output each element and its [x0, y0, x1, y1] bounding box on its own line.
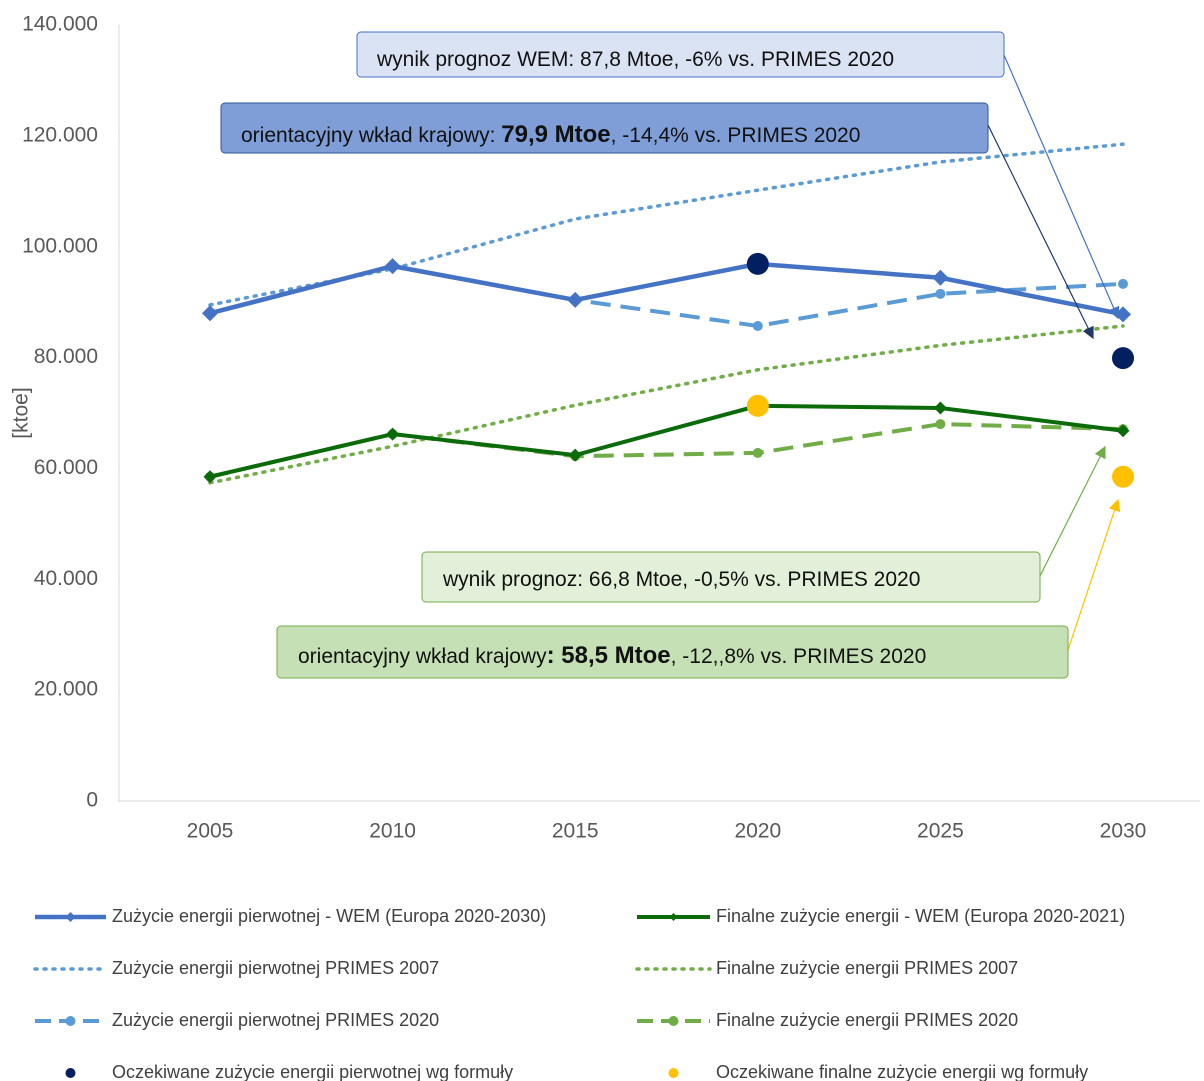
point: [1112, 465, 1134, 488]
x-tick-label: 2020: [734, 820, 781, 843]
annotation: wynik prognoz WEM: 87,8 Mtoe, -6% vs. PR…: [376, 48, 894, 71]
y-tick-label: 120.000: [22, 123, 98, 146]
point: [1115, 306, 1131, 323]
y-tick-label: 60.000: [34, 456, 98, 479]
legend-label: Oczekiwane finalne zużycie energii wg fo…: [716, 1062, 1088, 1081]
legend-marker: [668, 1068, 679, 1078]
point: [1116, 424, 1130, 438]
legend-item: Zużycie energii pierwotnej PRIMES 2007: [33, 958, 439, 978]
point: [752, 320, 763, 331]
point: [935, 419, 946, 430]
legend-label: Finalne zużycie energii - WEM (Europa 20…: [716, 906, 1125, 926]
legend-marker: [669, 913, 678, 921]
plot-area: 0 20.000 40.000 60.000 80.000 100.000 120.000 1…: [22, 13, 1200, 843]
annotation: wynik prognoz: 66,8 Mtoe, -0,5% vs. PRIM…: [442, 568, 920, 591]
point: [384, 258, 401, 275]
point: [568, 448, 582, 462]
line: [209, 264, 1124, 329]
legend-item: Finalne zużycie energii - WEM (Europa 20…: [637, 906, 1125, 926]
series: [208, 324, 1125, 485]
annotation: orientacyjny wkład krajowy: 79,9 Mtoe, -…: [241, 121, 860, 148]
arrow: [1003, 54, 1120, 320]
annotation-part: orientacyjny wkład krajowy: [298, 645, 547, 668]
annotation-box: [276, 625, 1069, 679]
point: [203, 470, 217, 484]
series: [205, 261, 1128, 331]
line: [209, 261, 1124, 317]
x-tick-label: 2005: [187, 820, 234, 843]
annotation-part: : 58,5 Mtoe: [547, 642, 671, 669]
legend-label: Finalne zużycie energii PRIMES 2007: [716, 958, 1018, 978]
legend-marker: [65, 1016, 76, 1026]
legend-label: Zużycie energii pierwotnej - WEM (Europa…: [112, 906, 546, 926]
legend-marker: [65, 1068, 76, 1078]
y-axis-label: [ktoe]: [10, 387, 33, 438]
annotation: orientacyjny wkład krajowy: 58,5 Mtoe, -…: [298, 642, 926, 669]
y-tick-label: 100.000: [22, 234, 98, 257]
annotation-box: [356, 31, 1005, 78]
point: [567, 291, 584, 308]
annotation-part: wynik prognoz WEM: 87,8 Mtoe, -6% vs. PR…: [376, 48, 894, 71]
point: [752, 447, 763, 458]
point: [1112, 347, 1134, 370]
point: [386, 427, 400, 441]
x-tick-label: 2015: [552, 820, 599, 843]
annotation-part: orientacyjny wkład krajowy:: [241, 124, 501, 147]
legend-label: Oczekiwane zużycie energii pierwotnej wg…: [112, 1062, 513, 1081]
arrow: [987, 124, 1094, 340]
point: [202, 305, 218, 322]
series: [202, 255, 1131, 323]
series: [746, 394, 1134, 488]
legend-label: Finalne zużycie energii PRIMES 2020: [716, 1010, 1018, 1030]
point: [1118, 278, 1128, 289]
line: [208, 324, 1125, 485]
point: [932, 269, 949, 286]
annotation-part: 79,9 Mtoe: [501, 121, 610, 148]
annotation-part: , -14,4% vs. PRIMES 2020: [611, 124, 861, 147]
point: [746, 252, 769, 275]
legend-item: Oczekiwane zużycie energii pierwotnej wg…: [65, 1062, 513, 1081]
x-tick-label: 2010: [369, 820, 416, 843]
line: [209, 403, 1124, 479]
legend-item: Zużycie energii pierwotnej PRIMES 2020: [35, 1010, 439, 1030]
y-tick-label: 140.000: [22, 13, 98, 36]
legend-item: Zużycie energii pierwotnej - WEM (Europa…: [35, 906, 546, 926]
annotation-box: [421, 551, 1041, 603]
annotation-box: [220, 102, 989, 154]
y-tick-label: 80.000: [34, 345, 98, 368]
y-tick-label: 0: [86, 789, 98, 812]
arrow: [1039, 445, 1106, 577]
point: [935, 288, 946, 299]
arrow: [1067, 498, 1121, 651]
annotation-part: , -12,,8% vs. PRIMES 2020: [671, 645, 927, 668]
legend-marker: [65, 912, 76, 922]
legend-item: Finalne zużycie energii PRIMES 2020: [637, 1010, 1018, 1030]
legend-marker: [668, 1016, 679, 1026]
legend-label: Zużycie energii pierwotnej PRIMES 2007: [112, 958, 439, 978]
x-tick-label: 2030: [1100, 820, 1147, 843]
series: [203, 399, 1130, 484]
y-tick-label: 20.000: [34, 678, 98, 701]
legend-label: Zużycie energii pierwotnej PRIMES 2020: [112, 1010, 439, 1030]
series: [746, 252, 1134, 370]
legend-item: Finalne zużycie energii PRIMES 2007: [635, 958, 1018, 978]
annotations: wynik prognoz WEM: 87,8 Mtoe, -6% vs. PR…: [220, 31, 1121, 679]
y-tick-label: 40.000: [34, 567, 98, 590]
point: [746, 394, 769, 417]
x-tick-label: 2025: [917, 820, 964, 843]
legend-item: Oczekiwane finalne zużycie energii wg fo…: [668, 1062, 1088, 1081]
annotation-part: wynik prognoz: 66,8 Mtoe, -0,5% vs. PRIM…: [442, 568, 920, 591]
point: [933, 401, 947, 415]
